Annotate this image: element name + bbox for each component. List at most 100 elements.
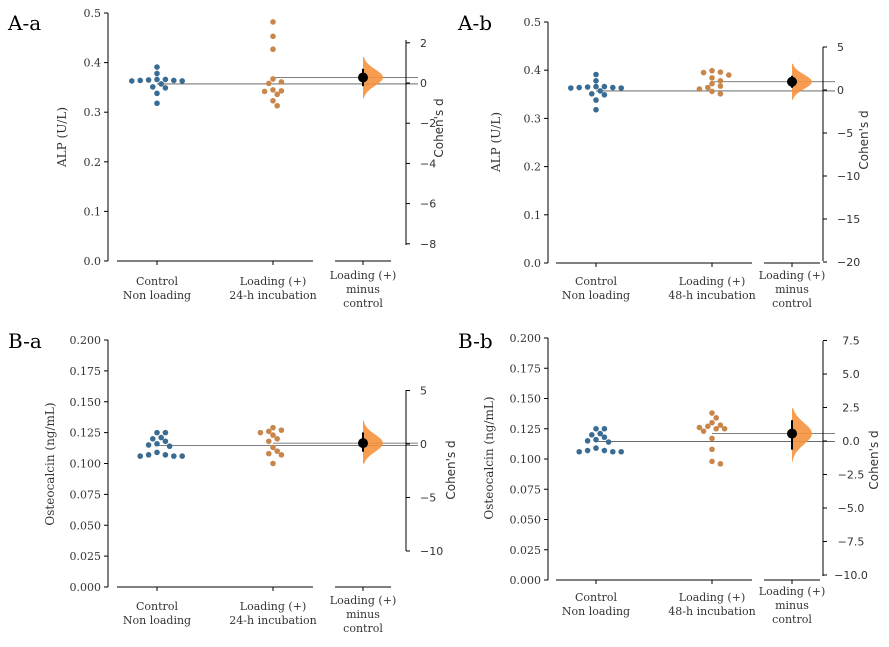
data-point-control xyxy=(137,453,143,459)
data-point-control xyxy=(154,76,160,83)
data-point-loading xyxy=(270,33,276,40)
x-tick-label: 48-h incubation xyxy=(668,289,755,302)
data-point-control xyxy=(601,447,608,454)
y2-tick-label: −5 xyxy=(837,127,853,140)
data-point-loading xyxy=(266,438,272,445)
data-point-loading xyxy=(274,436,281,442)
data-point-loading xyxy=(266,450,272,457)
data-point-control xyxy=(145,77,152,83)
data-point-control xyxy=(576,84,582,91)
data-point-control xyxy=(154,90,160,97)
data-point-control xyxy=(154,64,160,70)
data-point-loading xyxy=(278,79,285,85)
y-tick-label: 0.100 xyxy=(510,453,542,466)
data-point-loading xyxy=(270,97,276,104)
y-tick-label: 0.000 xyxy=(70,581,102,594)
y-tick-label: 0.125 xyxy=(510,423,542,436)
y2-tick-label: −10 xyxy=(837,170,860,183)
data-point-control xyxy=(154,100,160,107)
data-point-loading xyxy=(274,448,281,454)
data-point-control xyxy=(162,452,169,458)
data-point-control xyxy=(129,78,135,84)
y-tick-label: 0.2 xyxy=(524,161,542,174)
data-point-control xyxy=(171,453,177,459)
data-point-loading xyxy=(709,458,715,465)
x-tick-label: Loading (+) xyxy=(679,591,745,604)
x-tick-label: minus xyxy=(346,608,380,621)
y-axis-label: ALP (U/L) xyxy=(489,112,503,173)
y2-tick-label: −4 xyxy=(420,157,436,170)
data-point-control xyxy=(593,106,599,113)
data-point-loading xyxy=(257,429,264,436)
y2-axis-label: Cohen's d xyxy=(867,430,881,489)
x-tick-label: Loading (+) xyxy=(759,269,825,282)
data-point-control xyxy=(137,77,143,84)
y2-tick-label: −10.0 xyxy=(834,569,868,582)
data-point-control xyxy=(584,447,591,454)
bootstrap-half-violin xyxy=(792,63,812,100)
y-tick-label: 0.0 xyxy=(524,257,542,270)
effect-size-point xyxy=(787,76,797,87)
data-point-control xyxy=(597,88,603,94)
data-point-control xyxy=(171,77,177,84)
data-point-loading xyxy=(709,419,715,426)
y-tick-label: 0.5 xyxy=(84,7,102,20)
x-tick-label: Loading (+) xyxy=(330,269,396,282)
data-point-loading xyxy=(705,84,711,91)
data-point-loading xyxy=(278,427,285,433)
data-point-loading xyxy=(270,444,276,451)
y2-tick-label: −7.5 xyxy=(838,536,865,549)
data-point-loading xyxy=(709,410,715,416)
data-point-control xyxy=(597,430,603,437)
y-tick-label: 0.1 xyxy=(84,205,102,218)
data-point-control xyxy=(568,85,574,91)
effect-size-point xyxy=(358,438,368,449)
y-tick-label: 0.175 xyxy=(510,362,542,375)
data-point-loading xyxy=(266,428,272,435)
data-point-control xyxy=(584,84,591,90)
data-point-control xyxy=(162,429,169,436)
y2-axis-label: Cohen's d xyxy=(857,110,871,169)
chart-panel-b-b: B-b 0.000 0.025 0.050 0.075 0.100 0.125 0.150 0.… xyxy=(458,329,881,626)
y-tick-label: 0.200 xyxy=(510,332,542,345)
x-tick-label: Loading (+) xyxy=(240,275,306,288)
y-tick-label: 0.3 xyxy=(84,106,102,119)
data-point-loading xyxy=(717,461,724,467)
effect-size-point xyxy=(358,72,368,83)
y-tick-label: 0.4 xyxy=(524,64,542,77)
x-tick-label: Non loading xyxy=(123,289,191,302)
data-point-loading xyxy=(270,432,276,438)
data-point-loading xyxy=(266,80,272,87)
data-point-control xyxy=(589,91,595,97)
x-tick-label: Loading (+) xyxy=(240,600,306,613)
data-point-control xyxy=(584,438,591,444)
data-point-control xyxy=(601,425,608,432)
y-axis-label: Osteocalcin (ng/mL) xyxy=(43,402,57,525)
data-point-control xyxy=(150,436,156,442)
y2-tick-label: −5 xyxy=(420,492,436,505)
x-tick-label: minus xyxy=(775,599,809,612)
y-tick-label: 0.050 xyxy=(510,514,542,527)
y-tick-label: 0.125 xyxy=(70,427,102,440)
y2-tick-label: 0 xyxy=(420,77,427,90)
x-tick-label: control xyxy=(772,613,812,626)
x-tick-label: Control xyxy=(575,275,617,288)
data-point-loading xyxy=(270,424,276,431)
data-point-control xyxy=(154,429,160,436)
y2-axis-label: Cohen's d xyxy=(444,440,458,499)
data-point-loading xyxy=(709,67,715,74)
data-point-control xyxy=(618,85,624,91)
data-point-control xyxy=(610,448,616,455)
data-point-loading xyxy=(709,435,715,442)
y2-tick-label: 2 xyxy=(420,37,427,50)
y2-tick-label: −2.5 xyxy=(838,469,865,482)
data-point-control xyxy=(605,439,612,445)
y-tick-label: 0.0 xyxy=(84,255,102,268)
x-tick-label: 24-h incubation xyxy=(229,289,316,302)
data-point-loading xyxy=(709,88,715,95)
data-point-loading xyxy=(270,460,276,467)
y-tick-label: 0.3 xyxy=(524,112,542,125)
panel-label: A-a xyxy=(7,11,41,35)
data-point-loading xyxy=(278,88,285,94)
